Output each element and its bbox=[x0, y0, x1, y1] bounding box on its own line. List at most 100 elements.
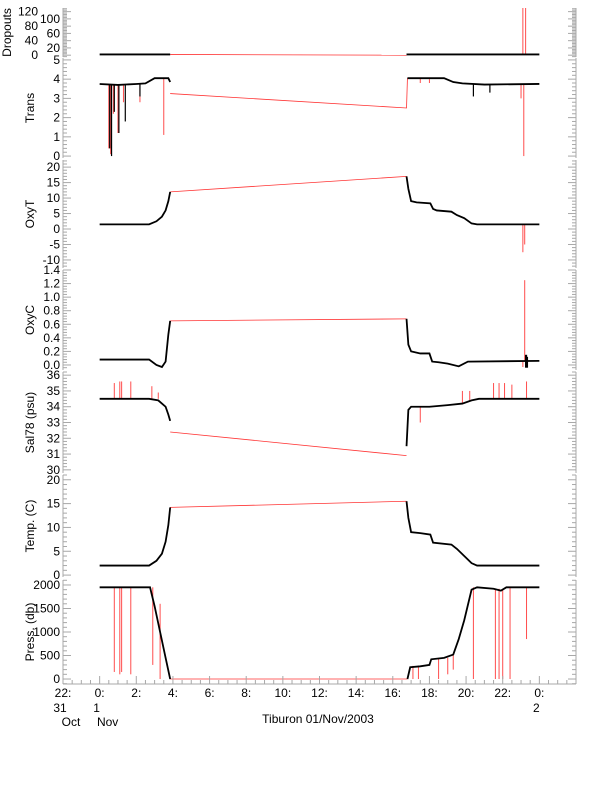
panel-data bbox=[99, 381, 540, 457]
x-tick-day: 1 bbox=[93, 701, 100, 715]
x-tick-label: 22: bbox=[55, 686, 72, 700]
y-tick-label: 20 bbox=[47, 41, 61, 55]
y-tick-label: 0 bbox=[31, 48, 38, 62]
y-tick-label: 30 bbox=[47, 463, 61, 477]
panel-data bbox=[99, 77, 540, 157]
y-tick-label: 40 bbox=[25, 34, 39, 48]
y-tick-label: 4 bbox=[53, 72, 60, 86]
y-tick-label: 32 bbox=[47, 431, 61, 445]
panel-data bbox=[99, 586, 540, 680]
y-tick-label: 10 bbox=[47, 191, 61, 205]
y-tick-label: 3 bbox=[53, 91, 60, 105]
x-tick-label: 10: bbox=[275, 686, 292, 700]
x-tick-month: Nov bbox=[97, 715, 118, 729]
y-tick-label: 0 bbox=[53, 672, 60, 686]
y-tick-label: 0.6 bbox=[43, 317, 60, 331]
data-series-line bbox=[405, 501, 540, 567]
interpolated-gap-line bbox=[170, 176, 407, 193]
y-tick-label: 80 bbox=[25, 19, 39, 33]
interpolated-gap-line bbox=[170, 318, 407, 322]
y-tick-label: 33 bbox=[47, 416, 61, 430]
y-tick-label: 1500 bbox=[33, 601, 60, 615]
y-tick-label: 20 bbox=[47, 160, 61, 174]
data-series-line bbox=[99, 507, 172, 567]
x-tick-day: 2 bbox=[533, 701, 540, 715]
y-axis-label: Sal78 (psu) bbox=[23, 392, 37, 453]
x-tick-label: 16: bbox=[384, 686, 401, 700]
data-series-line bbox=[99, 191, 172, 226]
y-tick-label: 15 bbox=[47, 497, 61, 511]
interpolated-gap-line bbox=[170, 78, 408, 109]
y-axis-label: Dropouts bbox=[0, 8, 14, 57]
y-tick-label: 120 bbox=[18, 5, 38, 19]
y-tick-label: 500 bbox=[40, 649, 60, 663]
interpolated-gap-line bbox=[170, 500, 407, 508]
x-tick-label: 18: bbox=[421, 686, 438, 700]
x-tick-label: 12: bbox=[311, 686, 328, 700]
y-tick-label: 0.4 bbox=[43, 331, 60, 345]
data-series-line bbox=[99, 77, 171, 86]
y-tick-label: 36 bbox=[47, 368, 61, 382]
panel-data bbox=[99, 176, 540, 253]
y-tick-label: 10 bbox=[47, 520, 61, 534]
x-axis-title: Tiburon 01/Nov/2003 bbox=[262, 712, 374, 726]
y-tick-label: 1.2 bbox=[43, 277, 60, 291]
y-tick-label: 34 bbox=[47, 400, 61, 414]
y-tick-label: 35 bbox=[47, 384, 61, 398]
y-tick-label: 1000 bbox=[33, 625, 60, 639]
y-tick-label: 1.0 bbox=[43, 290, 60, 304]
x-tick-month: Oct bbox=[62, 715, 81, 729]
x-tick-label: 22: bbox=[494, 686, 511, 700]
y-tick-label: 5 bbox=[53, 544, 60, 558]
data-series-line bbox=[405, 176, 540, 226]
y-axis-label: OxyT bbox=[23, 199, 37, 228]
y-axis-label: OxyC bbox=[23, 305, 37, 335]
data-series-line bbox=[405, 397, 540, 447]
y-tick-label: 0.2 bbox=[43, 344, 60, 358]
panel-data bbox=[99, 280, 540, 369]
panel-trans: 0 1 2 3 4 5 Trans bbox=[23, 53, 577, 163]
data-series-line bbox=[99, 320, 172, 369]
y-axis-label: Press. (db) bbox=[23, 603, 37, 662]
panel-data bbox=[99, 8, 540, 56]
data-series-line bbox=[407, 77, 540, 86]
panel-press-db: 0 500 1000 1500 2000 Press. (db) bbox=[23, 578, 577, 686]
y-tick-label: -5 bbox=[49, 237, 60, 251]
y-axis-label: Temp. (C) bbox=[23, 500, 37, 553]
y-tick-label: 0 bbox=[53, 222, 60, 236]
interpolated-gap-line bbox=[170, 431, 407, 457]
y-tick-label: 31 bbox=[47, 447, 61, 461]
x-tick-label: 2: bbox=[131, 686, 141, 700]
x-tick-label: 20: bbox=[458, 686, 475, 700]
y-tick-label: 0.8 bbox=[43, 304, 60, 318]
panel-data bbox=[99, 500, 540, 567]
x-tick-label: 8: bbox=[241, 686, 251, 700]
x-tick-day: 31 bbox=[53, 701, 67, 715]
y-tick-label: -10 bbox=[43, 253, 61, 267]
y-tick-label: 5 bbox=[53, 207, 60, 221]
interpolated-gap-line bbox=[170, 54, 407, 56]
y-tick-label: 60 bbox=[47, 26, 61, 40]
data-series-line bbox=[406, 586, 540, 680]
x-tick-label: 14: bbox=[348, 686, 365, 700]
y-tick-label: 100 bbox=[40, 12, 60, 26]
y-tick-label: 20 bbox=[47, 473, 61, 487]
y-tick-label: 5 bbox=[53, 53, 60, 67]
y-tick-label: 1.4 bbox=[43, 263, 60, 277]
y-tick-label: 0 bbox=[53, 149, 60, 163]
x-tick-label: 6: bbox=[205, 686, 215, 700]
panels: 020406080100120Dropouts012345Trans-10-50… bbox=[0, 5, 577, 686]
data-series-line bbox=[405, 318, 540, 368]
y-tick-label: 15 bbox=[47, 176, 61, 190]
y-tick-label: 2000 bbox=[33, 578, 60, 592]
data-series-line bbox=[99, 586, 172, 680]
data-series-line bbox=[99, 397, 172, 422]
x-tick-label: 0: bbox=[95, 686, 105, 700]
y-tick-label: 2 bbox=[53, 111, 60, 125]
x-tick-label: 4: bbox=[168, 686, 178, 700]
panel-oxyc: 0.00.20.40.60.81.01.21.4 OxyC bbox=[23, 263, 577, 372]
